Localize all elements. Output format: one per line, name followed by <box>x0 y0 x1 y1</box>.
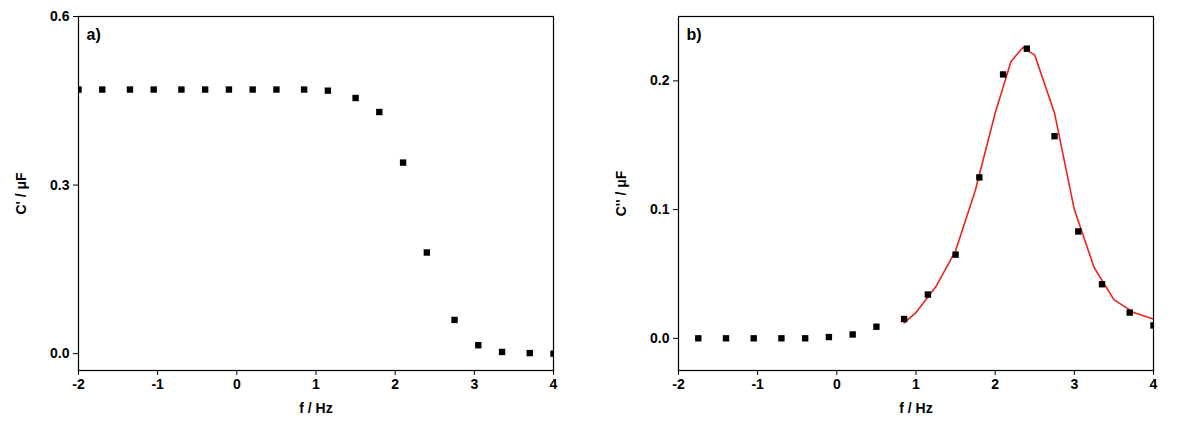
svg-text:C' / μF: C' / μF <box>13 172 29 215</box>
svg-text:2: 2 <box>991 376 999 392</box>
svg-text:C'' / μF: C'' / μF <box>613 170 629 216</box>
svg-text:3: 3 <box>470 376 478 392</box>
svg-text:-2: -2 <box>672 376 685 392</box>
svg-text:a): a) <box>87 26 101 43</box>
svg-text:3: 3 <box>1070 376 1078 392</box>
svg-text:0.1: 0.1 <box>650 201 670 217</box>
svg-text:b): b) <box>687 26 702 43</box>
svg-text:0.0: 0.0 <box>650 330 670 346</box>
svg-text:-2: -2 <box>72 376 85 392</box>
svg-text:0: 0 <box>833 376 841 392</box>
svg-text:1: 1 <box>312 376 320 392</box>
svg-text:4: 4 <box>1150 376 1158 392</box>
svg-text:-1: -1 <box>751 376 764 392</box>
svg-text:0.0: 0.0 <box>50 345 70 361</box>
svg-text:0: 0 <box>233 376 241 392</box>
svg-text:-1: -1 <box>151 376 164 392</box>
svg-text:4: 4 <box>550 376 558 392</box>
svg-text:0.6: 0.6 <box>50 8 70 24</box>
svg-text:0.3: 0.3 <box>50 177 70 193</box>
svg-text:2: 2 <box>391 376 399 392</box>
svg-text:1: 1 <box>912 376 920 392</box>
svg-text:f / Hz: f / Hz <box>299 400 332 416</box>
svg-text:f / Hz: f / Hz <box>899 400 932 416</box>
svg-text:0.2: 0.2 <box>650 72 670 88</box>
